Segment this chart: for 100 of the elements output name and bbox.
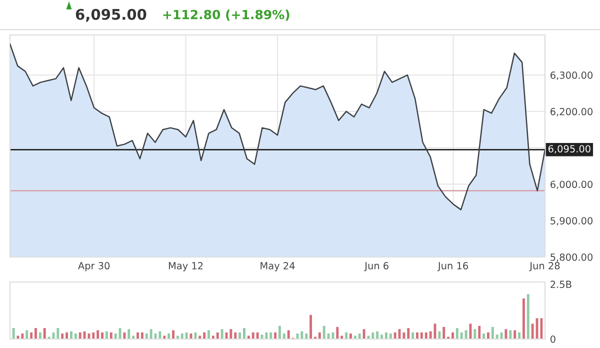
bar: [518, 332, 520, 339]
bar: [265, 332, 268, 339]
bar: [522, 298, 525, 339]
bar: [198, 336, 202, 339]
bar: [180, 334, 184, 339]
chart-title: 6,095.00: [76, 8, 146, 22]
bar: [442, 326, 446, 339]
bar: [509, 330, 512, 339]
ref-line-label: 6,095.00: [548, 145, 590, 154]
bar: [145, 334, 148, 339]
bar: [247, 336, 250, 339]
bar: [238, 332, 242, 339]
bar: [322, 326, 326, 339]
bar: [305, 334, 308, 339]
bar: [474, 329, 476, 339]
bar: [540, 318, 543, 339]
bar: [282, 334, 286, 339]
bar: [21, 334, 24, 339]
bar: [349, 334, 352, 339]
bar: [220, 329, 224, 339]
bar: [412, 332, 414, 339]
bar: [26, 330, 28, 339]
bar: [256, 332, 259, 339]
bar: [300, 331, 304, 339]
bar: [96, 330, 100, 339]
bar: [12, 328, 15, 339]
bar: [531, 324, 534, 339]
y-tick-label: 5,800.00: [550, 253, 593, 262]
bar: [310, 314, 312, 339]
bar: [74, 334, 77, 339]
bar: [132, 336, 135, 339]
bar: [416, 332, 418, 339]
y-tick-label: 5,900.00: [550, 217, 593, 226]
y-tick-label: 6,300.00: [550, 72, 593, 80]
x-tick-label: May 12: [168, 262, 203, 272]
bar: [486, 332, 490, 339]
bar: [43, 328, 46, 339]
bar: [340, 336, 344, 339]
bar: [30, 332, 33, 339]
x-tick-label: Jun 28: [529, 262, 560, 272]
bar: [140, 332, 144, 339]
bar: [78, 332, 82, 339]
bar: [496, 334, 498, 339]
bar: [429, 331, 432, 339]
bar: [110, 332, 112, 339]
bar: [92, 332, 95, 339]
bar: [56, 328, 60, 339]
bar: [163, 336, 166, 339]
bar: [491, 326, 494, 339]
bar: [478, 326, 481, 339]
bar: [420, 332, 423, 339]
bar: [402, 332, 406, 339]
bar: [460, 332, 463, 339]
x-tick-label: Apr 30: [78, 262, 110, 272]
bar: [452, 332, 454, 339]
bar: [336, 326, 339, 339]
bar: [158, 331, 162, 339]
bar: [464, 330, 468, 339]
bar: [424, 332, 428, 339]
bar: [270, 332, 272, 339]
bar: [34, 328, 37, 339]
bar: [274, 332, 276, 339]
bar: [168, 334, 170, 339]
bar: [123, 332, 126, 339]
bar: [203, 332, 206, 339]
bar: [278, 326, 281, 339]
bar: [372, 332, 374, 339]
bar: [128, 329, 130, 339]
bar: [66, 332, 68, 339]
bar: [358, 334, 361, 339]
bar: [185, 332, 188, 339]
bar: [526, 294, 530, 339]
bar: [389, 334, 392, 339]
bar: [216, 332, 219, 339]
bar: [354, 336, 356, 339]
bar: [114, 334, 117, 339]
bar: [150, 329, 152, 339]
bar: [456, 328, 458, 339]
bar: [101, 332, 104, 339]
bar: [438, 331, 441, 339]
bar: [287, 330, 290, 339]
bar: [332, 332, 334, 339]
bar: [243, 328, 246, 339]
bar: [384, 332, 388, 339]
bar: [482, 334, 485, 339]
bar: [367, 336, 370, 339]
x-tick-label: Jun 6: [364, 262, 388, 272]
bar: [88, 334, 90, 339]
y-tick-label: 6,000.00: [550, 180, 593, 190]
bar: [208, 330, 210, 339]
bar: [136, 332, 139, 339]
y-tick-label: 6,200.00: [550, 108, 593, 116]
bar: [234, 332, 237, 339]
bar: [345, 332, 348, 339]
bar: [380, 334, 383, 339]
y-tick-label: 0: [550, 335, 556, 343]
bar: [318, 332, 321, 339]
bar: [70, 331, 72, 339]
bar: [194, 332, 197, 339]
bar: [61, 334, 64, 339]
